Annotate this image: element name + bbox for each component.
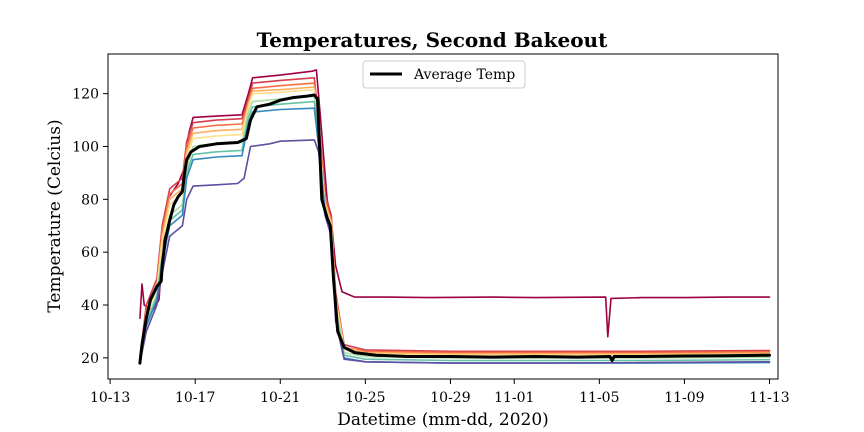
average-temp-line	[138, 93, 771, 365]
legend-box	[362, 60, 526, 89]
x-tick-label-10-21: 10-21	[260, 390, 300, 406]
y-tick-label-20: 20	[81, 351, 99, 367]
x-tick-label-11-13: 11-13	[749, 390, 789, 406]
y-tick-label-100: 100	[72, 139, 99, 155]
series-line-3	[139, 82, 771, 359]
x-tick-label-10-13: 10-13	[90, 390, 130, 406]
y-tick-label-60: 60	[81, 245, 99, 261]
series-line-8	[139, 107, 771, 364]
x-tick-label-10-29: 10-29	[430, 390, 470, 406]
x-tick-label-10-25: 10-25	[345, 390, 385, 406]
tick-layer: 10-13 10-17 10-21 10-25 10-29 11-01 11-05 11-09…	[72, 87, 789, 406]
y-axis-label: Temperature (Celcius)	[45, 119, 65, 312]
series-layer	[139, 69, 771, 364]
series-line-4	[139, 86, 771, 359]
y-tick-label-120: 120	[72, 87, 99, 103]
legend-label-average: Average Temp	[413, 67, 515, 83]
series-line-9	[139, 139, 771, 364]
plot-frame	[107, 53, 779, 380]
series-line-1	[139, 69, 771, 338]
x-tick-label-11-01: 11-01	[494, 390, 534, 406]
y-tick-label-40: 40	[81, 298, 99, 314]
x-tick-label-11-09: 11-09	[664, 390, 704, 406]
y-tick-label-80: 80	[81, 192, 99, 208]
chart-title: Temperatures, Second Bakeout	[257, 28, 608, 52]
series-line-6	[139, 95, 771, 362]
x-tick-label-11-05: 11-05	[579, 390, 619, 406]
x-axis-label: Datetime (mm-dd, 2020)	[337, 410, 549, 430]
legend: Average Temp	[362, 60, 526, 89]
average-layer	[138, 93, 771, 365]
x-tick-label-10-17: 10-17	[175, 390, 215, 406]
series-line-2	[139, 77, 771, 359]
series-line-7	[139, 100, 771, 362]
